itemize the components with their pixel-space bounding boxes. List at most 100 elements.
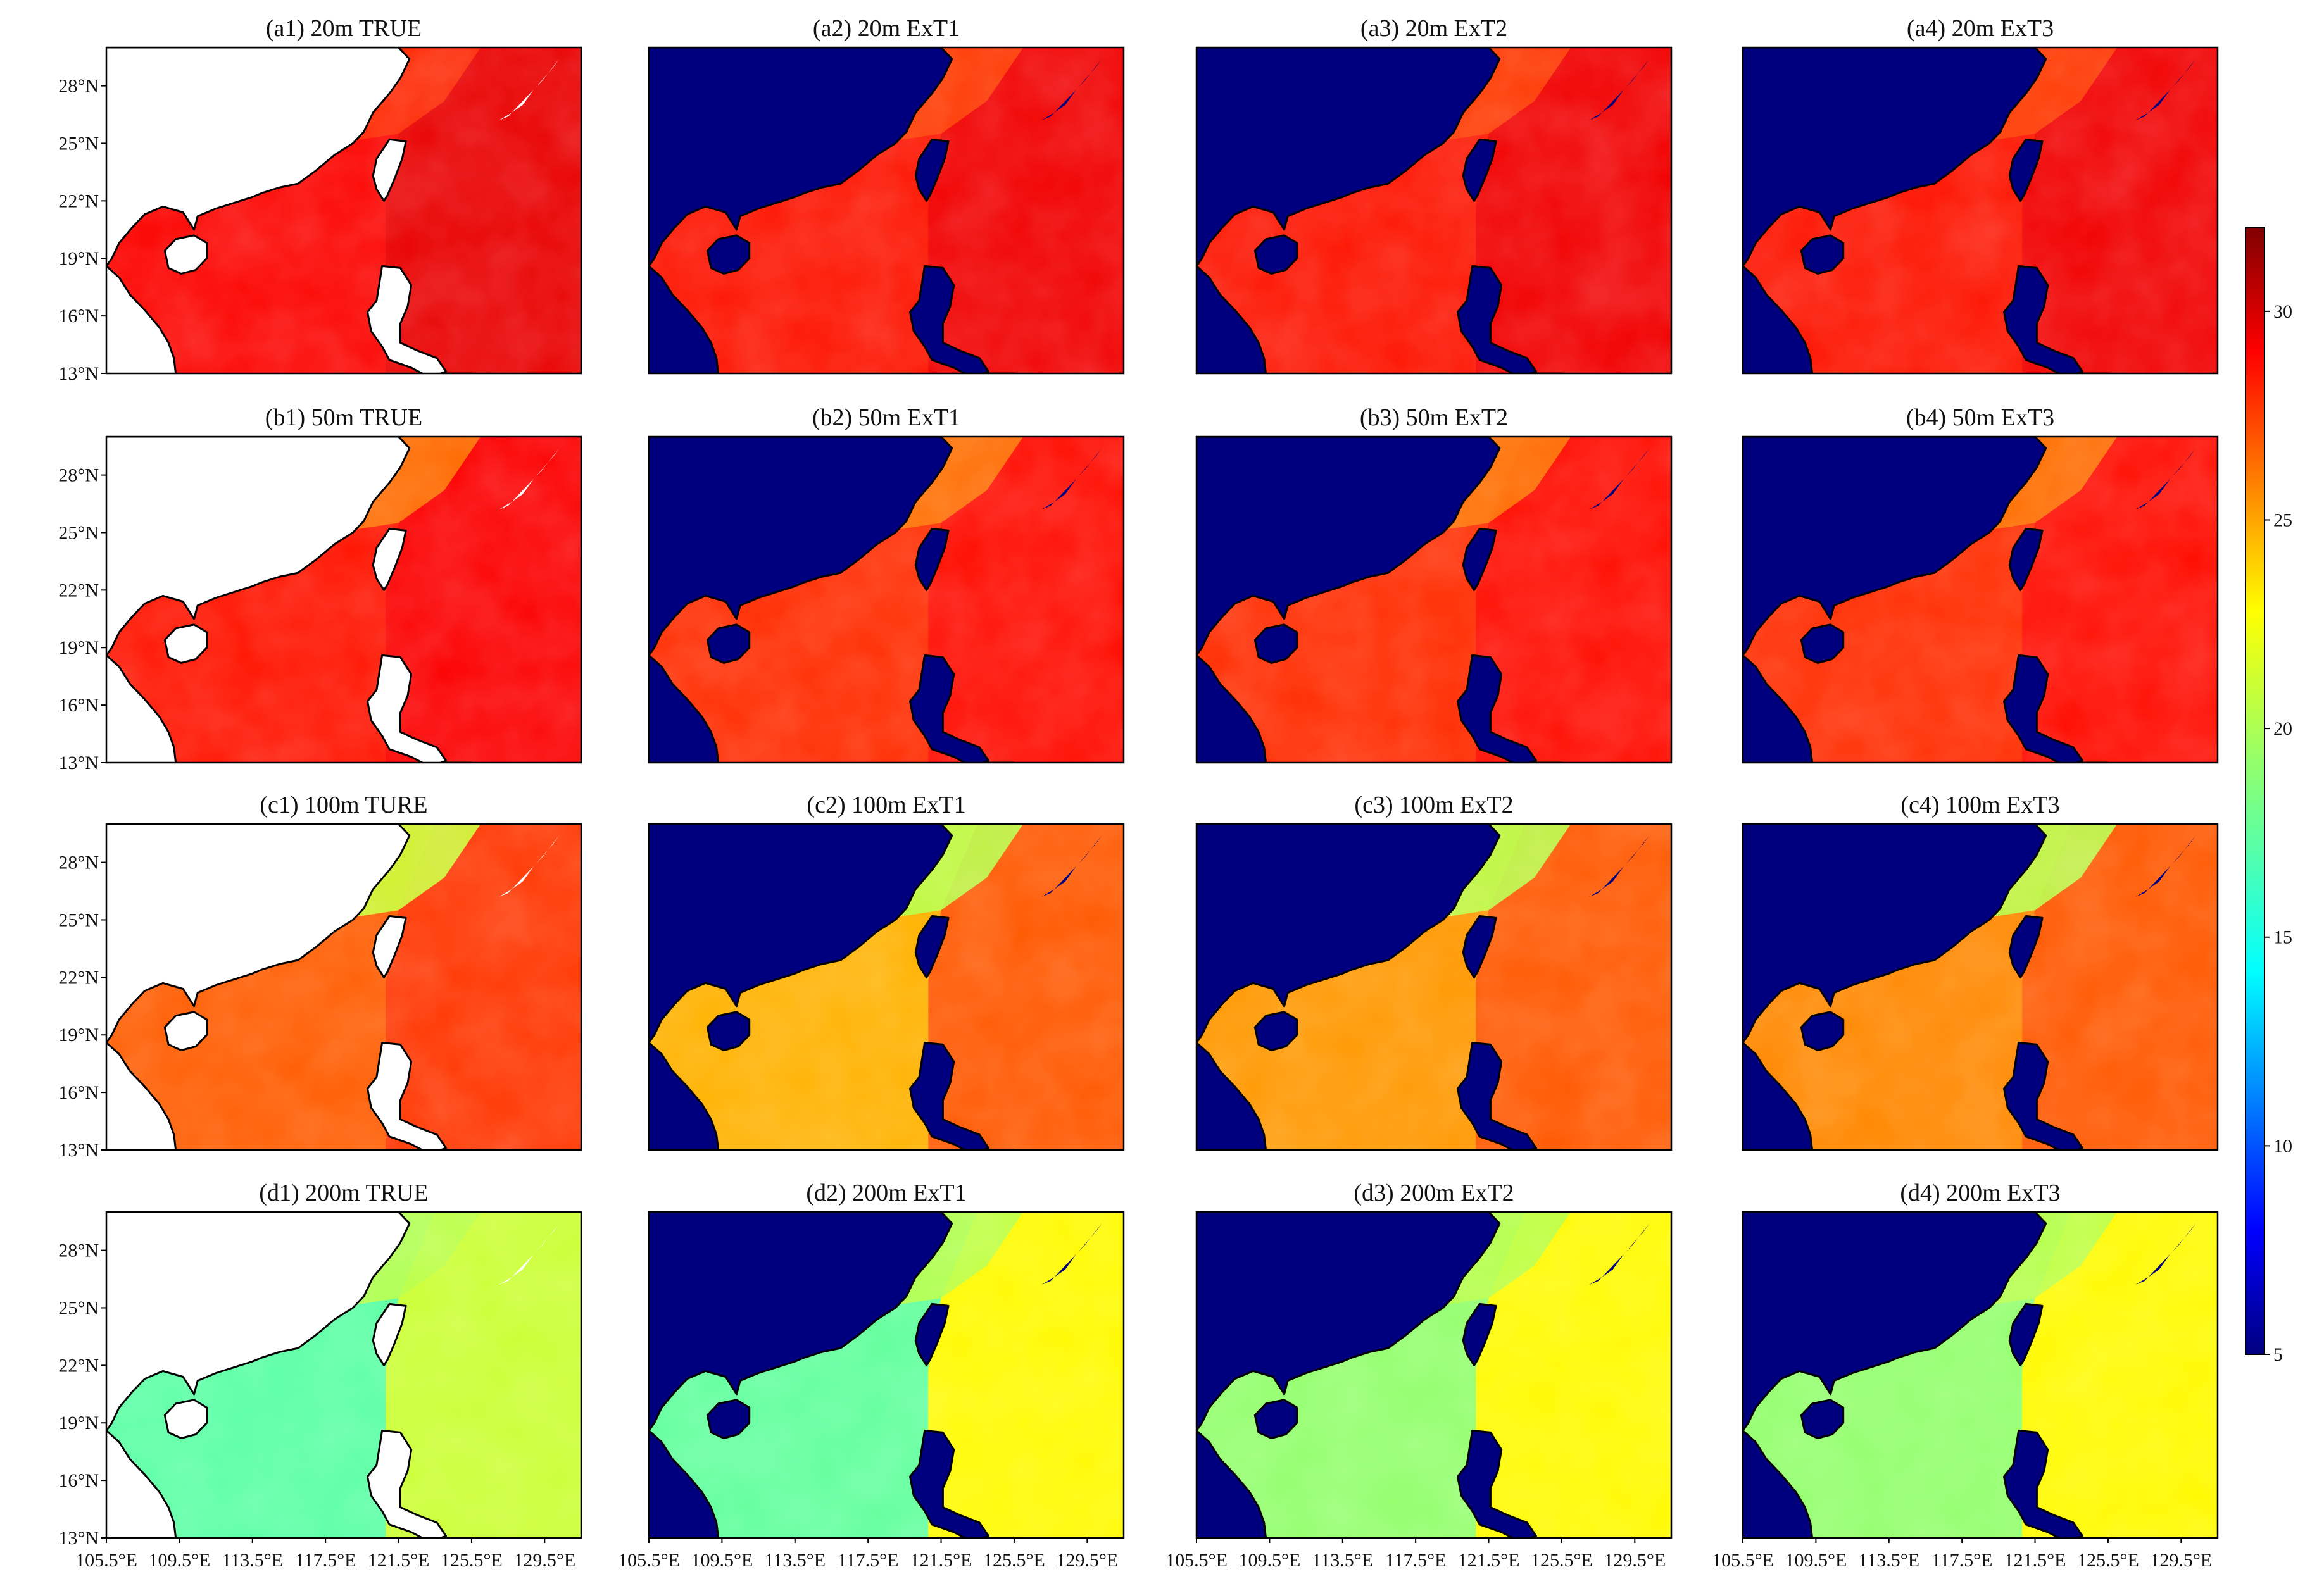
coastline [1531,761,1563,763]
y-tick-label: 13°N [58,363,99,384]
coastline [2003,1429,2083,1538]
x-tick-label: 105.5°E [618,1550,680,1571]
mainland [1197,1212,1500,1538]
panel-title: (b2) 50m ExT1 [812,404,960,431]
mainland [1743,437,2046,763]
map-panel: (c2) 100m ExT1 [648,792,1125,1151]
coastline [1197,824,1501,1150]
panel-frame [648,823,1125,1151]
panel-title: (a3) 20m ExT2 [1360,15,1507,42]
coastline [914,138,950,202]
panel-frame [1742,1211,2219,1539]
island [367,266,446,373]
island [1463,1304,1497,1366]
map-panel: (a2) 20m ExT1 [648,15,1125,389]
x-tick-label: 121.5°E [910,1550,972,1571]
x-tick-label: 121.5°E [1458,1550,1520,1571]
island [1255,624,1297,663]
coastline [706,1399,751,1439]
x-tick-label: 121.5°E [368,1550,430,1571]
x-tick-label: 109.5°E [1238,1550,1300,1571]
mainland [649,47,952,373]
island [1801,1399,1843,1439]
mainland [106,824,410,1150]
panel-frame [105,435,582,764]
colorbar-tick-label: 20 [2273,718,2292,739]
colorbar: 5 10 15 20 25 30 [2245,227,2292,1365]
island [1457,1430,1536,1538]
coastline [106,824,411,1150]
map-panel: (a3) 20m ExT2 [1195,15,1673,375]
coastline [1253,1399,1298,1439]
y-tick-label: 13°N [58,1140,99,1161]
island [1801,624,1843,663]
island [915,1304,949,1366]
y-tick-label: 25°N [58,133,99,154]
coastline [2078,1149,2109,1150]
island [2053,373,2108,389]
x-tick-label: 113.5°E [764,1550,826,1571]
panel-frame [1195,46,1673,375]
island [367,1430,446,1538]
panel-title: (a4) 20m ExT3 [1907,15,2054,42]
coastline [914,1302,950,1366]
island [707,1399,750,1439]
island [417,1150,472,1165]
map-panel: (b2) 50m ExT1 [648,404,1125,764]
island [910,266,989,373]
panel-title: (a1) 20m TRUE [266,15,422,42]
coastline [1800,234,1845,275]
panel-title: (d1) 200m TRUE [259,1180,428,1206]
island [1463,139,1497,201]
coastline [649,47,953,373]
coastline [1462,1302,1497,1366]
coastline [1197,437,1501,763]
x-tick-label: 129.5°E [513,1550,575,1571]
mainland [1197,47,1500,373]
island [2009,528,2043,590]
coastline [1457,654,1537,763]
panel-title: (b1) 50m TRUE [265,404,422,431]
island [1457,266,1536,373]
x-tick-label: 117.5°E [1385,1550,1447,1571]
panel-title: (d3) 200m ExT2 [1354,1180,1514,1206]
mainland [106,437,410,763]
panel-frame [1742,435,2219,764]
panel-title: (c2) 100m ExT1 [807,792,965,818]
colorbar-tick-label: 25 [2273,509,2292,530]
colorbar-tick-label: 30 [2273,301,2292,322]
island [1463,528,1497,590]
colorbar-gradient [2245,227,2265,1355]
coastline [106,47,411,373]
island [417,763,472,778]
coastline [1457,1429,1537,1538]
y-tick-label: 28°N [58,465,99,486]
coastline [649,1212,953,1538]
coastline [106,437,411,763]
panel-title: (c4) 100m ExT3 [1900,792,2059,818]
coastline [2008,1302,2044,1366]
island [915,139,949,201]
x-tick-label: 109.5°E [691,1550,753,1571]
coastline [372,915,407,978]
x-tick-label: 113.5°E [1312,1550,1373,1571]
panel-frame [105,1211,582,1539]
coastline [909,1429,989,1538]
coastline [441,1149,473,1150]
x-tick-label: 105.5°E [1165,1550,1228,1571]
coastline [2008,138,2044,202]
mainland [1743,1212,2046,1538]
colorbar-tick-label: 10 [2273,1135,2292,1156]
x-tick-label: 113.5°E [1858,1550,1919,1571]
island [959,373,1014,389]
coastline [106,1212,411,1538]
island [910,655,989,763]
island [1457,1042,1536,1150]
coastline [367,654,447,763]
coastline [1800,1399,1845,1439]
mainland [649,1212,952,1538]
coastline [1462,915,1497,978]
island [1507,1150,1562,1165]
y-tick-label: 19°N [58,1413,99,1433]
y-tick-label: 22°N [58,190,99,211]
